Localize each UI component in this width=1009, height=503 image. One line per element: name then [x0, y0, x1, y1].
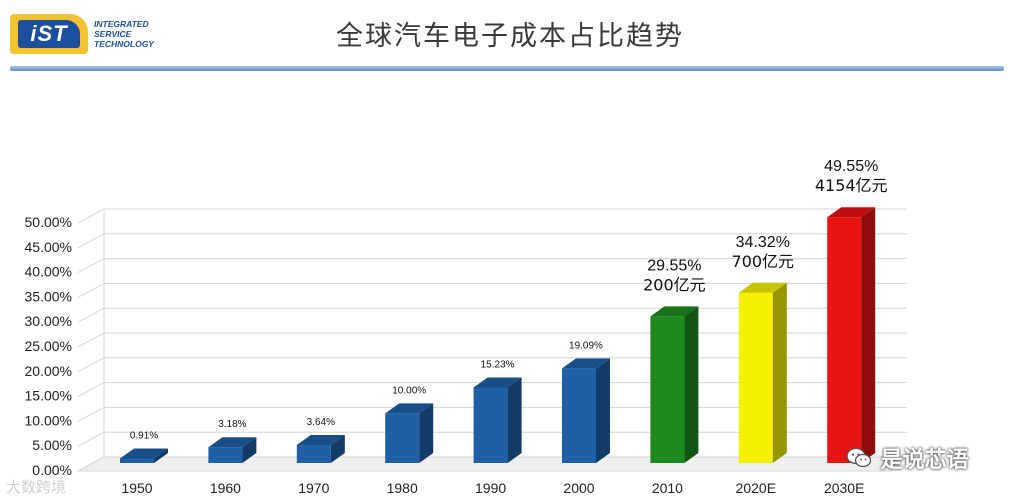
bar-chart: 0.00% 5.00% 10.00% 15.00% 20.00% 25.00% 30.00%…: [25, 158, 909, 496]
y-tick-label: 0.00%: [32, 462, 72, 478]
wechat-icon: [846, 447, 872, 468]
data-label-percent: 3.64%: [307, 417, 335, 428]
bar-front: [385, 413, 420, 463]
gridline-depth: [77, 456, 105, 472]
data-label-amount: 4154亿元: [815, 176, 888, 195]
company-logo: iST INTEGRATED SERVICE TECHNOLOGY: [10, 14, 190, 56]
data-label-amount: 200亿元: [643, 275, 706, 294]
x-tick-label: 1980: [387, 480, 418, 496]
bar-side: [772, 282, 787, 463]
x-tick-label: 2020E: [736, 480, 776, 496]
bar-side: [861, 207, 876, 463]
y-tick-label: 20.00%: [25, 363, 72, 379]
y-tick-label: 45.00%: [25, 239, 72, 255]
gridline-depth: [77, 208, 105, 224]
logo-badge-text: iST: [18, 20, 80, 48]
bar-side: [684, 306, 699, 463]
watermark-left-text: 大数跨境: [6, 478, 67, 496]
x-axis-ticks: 1950 1960 1970 1980 1990 2000 2010 2020E 2030E: [121, 480, 864, 496]
data-label-percent: 3.18%: [218, 419, 246, 430]
bar-1950: [120, 448, 168, 463]
y-axis-ticks: 0.00% 5.00% 10.00% 15.00% 20.00% 25.00% 30.00%…: [25, 214, 72, 478]
y-tick-label: 25.00%: [25, 338, 72, 354]
logo-text: INTEGRATED SERVICE TECHNOLOGY: [94, 19, 194, 49]
watermark-right-text: 是说芯语: [880, 448, 969, 473]
y-tick-label: 15.00%: [25, 388, 72, 404]
bar-side: [419, 403, 434, 463]
bar-front: [473, 387, 508, 463]
x-tick-label: 1990: [475, 480, 506, 496]
bar-front: [562, 368, 596, 463]
bar-top: [650, 306, 699, 317]
bar-top: [208, 437, 257, 448]
bar-side: [242, 437, 257, 463]
logo-badge: iST: [10, 14, 88, 54]
logo-line-1: INTEGRATED: [94, 19, 149, 29]
bar-top: [385, 403, 434, 414]
bar-front: [296, 444, 331, 463]
gridline-depth: [77, 406, 105, 422]
x-tick-label: 2030E: [824, 480, 864, 496]
bar-side: [507, 377, 522, 463]
gridline-depth: [77, 307, 105, 323]
bar-1970: [296, 434, 345, 463]
bar-2000: [562, 358, 610, 463]
logo-line-3: TECHNOLOGY: [94, 39, 154, 49]
y-tick-label: 5.00%: [32, 437, 72, 453]
x-tick-label: 2010: [652, 480, 683, 496]
gridline-depth: [77, 332, 105, 348]
bar-top: [296, 434, 345, 445]
data-label-percent: 29.55%: [647, 257, 701, 274]
data-labels: 0.91% 3.18% 3.64% 10.00% 15.23% 19.09% 29.55%2…: [130, 158, 888, 441]
x-tick-label: 1970: [298, 480, 329, 496]
x-tick-label: 2000: [563, 480, 594, 496]
y-tick-label: 30.00%: [25, 313, 72, 329]
bar-top: [473, 377, 522, 388]
bar-2010: [650, 306, 699, 463]
gridline-depth: [77, 431, 105, 447]
data-label-percent: 0.91%: [130, 430, 158, 441]
header: iST INTEGRATED SERVICE TECHNOLOGY 全球汽车电子…: [0, 0, 1009, 71]
watermark-left: 大数跨境: [6, 476, 66, 497]
bar-1960: [208, 437, 257, 463]
gridline-depth: [77, 282, 105, 298]
bar-front: [120, 458, 154, 463]
page-title: 全球汽车电子成本占比趋势: [336, 21, 684, 52]
data-label-percent: 10.00%: [392, 385, 426, 396]
watermark-right: 是说芯语: [846, 442, 968, 476]
data-label-amount: 700亿元: [732, 252, 795, 271]
gridline-depth: [77, 258, 105, 274]
data-label-percent: 34.32%: [736, 234, 790, 251]
logo-line-2: SERVICE: [94, 29, 132, 39]
bar-side: [154, 448, 168, 463]
bar-top: [738, 282, 787, 293]
x-tick-label: 1950: [121, 480, 152, 496]
bar-front: [827, 217, 862, 463]
data-label-percent: 15.23%: [481, 359, 515, 370]
y-tick-label: 35.00%: [25, 288, 72, 304]
data-label-percent: 19.09%: [569, 340, 603, 351]
bar-1990: [473, 377, 522, 463]
data-label-percent: 49.55%: [824, 158, 878, 175]
bar-top: [562, 358, 610, 369]
bar-side: [596, 358, 610, 463]
gridline-depth: [77, 382, 105, 398]
y-tick-label: 10.00%: [25, 412, 72, 428]
bar-top: [827, 207, 876, 218]
gridline-depth: [77, 357, 105, 373]
bar-front: [650, 316, 685, 463]
bar-2020E: [738, 282, 787, 463]
gridline-depth: [77, 233, 105, 249]
bar-side: [330, 434, 345, 463]
x-tick-label: 1960: [210, 480, 241, 496]
bar-1980: [385, 403, 434, 463]
bar-2030E: [827, 207, 876, 463]
chart-bars: [120, 207, 876, 463]
header-divider: [10, 66, 1004, 71]
bar-front: [208, 447, 243, 463]
y-tick-label: 40.00%: [25, 264, 72, 280]
bar-top: [120, 448, 168, 459]
y-tick-label: 50.00%: [25, 214, 72, 230]
bar-front: [738, 292, 773, 463]
